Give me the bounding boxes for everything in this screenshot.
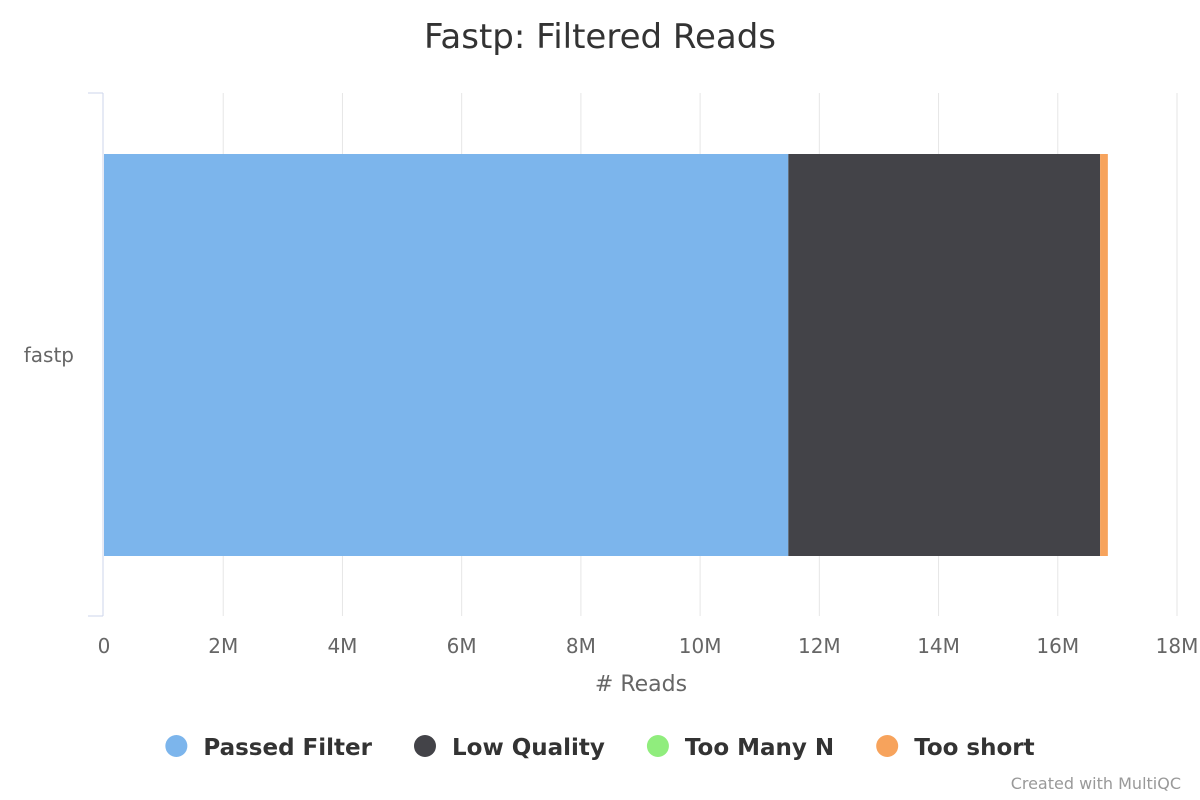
legend-symbol	[876, 735, 899, 757]
x-tick-label: 8M	[566, 634, 596, 658]
legend-item-too-many-n[interactable]: Too Many N	[646, 735, 834, 761]
axes	[88, 92, 104, 617]
legend-item-passed-filter[interactable]: Passed Filter	[165, 735, 373, 761]
x-tick-label: 18M	[1156, 634, 1199, 658]
legend-label: Low Quality	[452, 735, 605, 761]
x-tick-label: 0	[98, 634, 111, 658]
credit-text[interactable]: Created with MultiQC	[1011, 774, 1181, 793]
legend-label: Passed Filter	[203, 735, 372, 761]
x-tick-label: 6M	[447, 634, 477, 658]
legend-symbol	[165, 735, 188, 757]
x-axis-title: # Reads	[595, 672, 687, 697]
legend[interactable]: Passed Filter Low Quality Too Many N Too sh…	[165, 735, 1035, 761]
x-tick-label: 16M	[1036, 634, 1079, 658]
x-tick-label: 2M	[208, 634, 238, 658]
x-tick-label: 12M	[798, 634, 841, 658]
legend-item-too-short[interactable]: Too short	[876, 735, 1035, 761]
x-tick-label: 4M	[327, 634, 357, 658]
legend-item-low-quality[interactable]: Low Quality	[413, 735, 605, 761]
legend-label: Too short	[914, 735, 1034, 761]
bar-segment-low-quality[interactable]	[788, 154, 1101, 556]
x-tick-label: 10M	[679, 634, 722, 658]
legend-symbol	[646, 735, 669, 757]
bar-segment-too-short[interactable]	[1100, 154, 1108, 556]
bar-segment-passed-filter[interactable]	[104, 154, 789, 556]
x-tick-label: 14M	[917, 634, 960, 658]
x-axis-ticks: 0 2M 4M 6M 8M 10M 12M 14M 16M 18M fastp	[24, 343, 1199, 658]
legend-symbol	[413, 735, 436, 757]
y-category-label: fastp	[24, 343, 74, 367]
bars[interactable]	[104, 154, 1108, 556]
chart-title: Fastp: Filtered Reads	[424, 17, 776, 57]
legend-label: Too Many N	[685, 735, 834, 761]
